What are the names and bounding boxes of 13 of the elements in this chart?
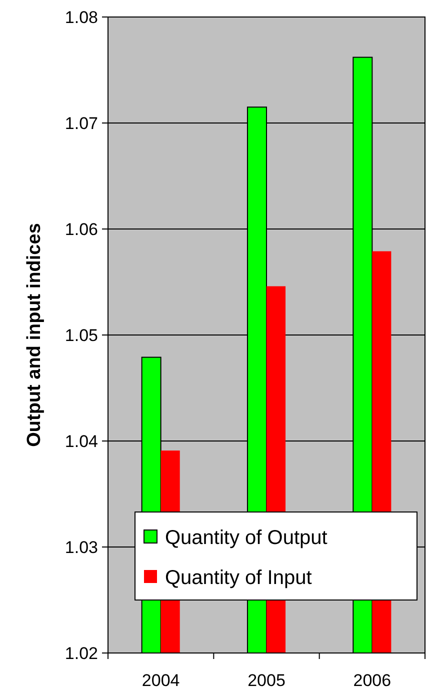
- y-tick-label: 1.07: [64, 114, 98, 133]
- y-tick-label: 1.02: [64, 644, 98, 663]
- y-tick-label: 1.06: [64, 220, 98, 239]
- legend-label: Quantity of Output: [165, 527, 328, 549]
- x-tick-label: 2005: [248, 671, 286, 690]
- y-tick-label: 1.04: [64, 432, 98, 451]
- y-tick-label: 1.03: [64, 538, 98, 557]
- y-tick-label: 1.08: [64, 8, 98, 27]
- y-tick-label: 1.05: [64, 326, 98, 345]
- x-tick-label: 2004: [142, 671, 180, 690]
- legend-label: Quantity of Input: [165, 567, 312, 589]
- y-axis-title: Output and input indices: [24, 223, 45, 447]
- x-tick-label: 2006: [353, 671, 392, 690]
